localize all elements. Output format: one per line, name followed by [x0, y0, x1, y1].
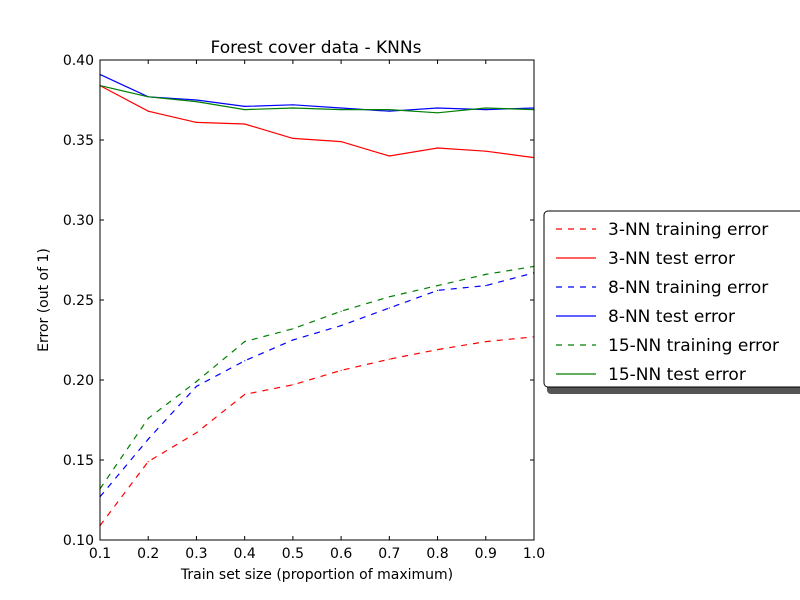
data-point-s6-5 — [292, 107, 294, 109]
x-tick-label: 0.1 — [89, 546, 111, 562]
legend-label-2: 3-NN test error — [608, 249, 735, 269]
x-tick-label: 0.5 — [282, 546, 304, 562]
legend-label-6: 15-NN test error — [608, 365, 746, 385]
data-point-s6-3 — [195, 101, 197, 103]
legend-entries: 3-NN training error 3-NN test error 8-NN t… — [556, 220, 779, 385]
data-point-s1-7 — [388, 358, 390, 360]
data-point-s3-5 — [292, 339, 294, 341]
data-point-s3-9 — [485, 285, 487, 287]
legend-box — [543, 210, 800, 388]
data-point-s1-4 — [244, 393, 246, 395]
series-line-5 — [99, 265, 535, 490]
data-point-s6-4 — [244, 109, 246, 111]
series-line-6 — [99, 85, 535, 114]
axis-ticks: 0.1 0.2 0.3 0.4 0.5 0.6 0.7 0.8 0.9 1.0 0.10 0.15 0.… — [63, 53, 545, 562]
x-tick-label: 0.4 — [234, 546, 256, 562]
data-point-s5-8 — [437, 285, 439, 287]
y-axis-title: Error (out of 1) — [36, 248, 52, 352]
data-point-s2-4 — [244, 123, 246, 125]
data-point-s5-3 — [195, 381, 197, 383]
legend-label-5: 15-NN training error — [608, 336, 779, 356]
data-point-s6-6 — [340, 109, 342, 111]
y-tick-label: 0.10 — [63, 533, 94, 549]
data-point-s5-7 — [388, 296, 390, 298]
x-axis-title: Train set size (proportion of maximum) — [180, 567, 453, 583]
data-point-s2-2 — [147, 110, 149, 112]
data-point-s4-5 — [292, 104, 294, 106]
series-line-4 — [99, 73, 535, 112]
data-point-s2-6 — [340, 141, 342, 143]
data-point-s2-3 — [195, 121, 197, 123]
data-point-s3-2 — [147, 438, 149, 440]
x-tick-label: 0.7 — [378, 546, 400, 562]
y-tick-label: 0.35 — [63, 133, 94, 149]
plot-area — [99, 73, 535, 527]
data-point-s4-6 — [340, 107, 342, 109]
data-point-s4-8 — [437, 107, 439, 109]
data-point-s1-3 — [195, 432, 197, 434]
data-point-s5-4 — [244, 341, 246, 343]
data-point-s3-3 — [195, 385, 197, 387]
data-point-s2-9 — [485, 150, 487, 152]
data-point-s4-9 — [485, 109, 487, 111]
data-point-s2-7 — [388, 155, 390, 157]
data-point-s5-6 — [340, 310, 342, 312]
legend-label-4: 8-NN test error — [608, 307, 735, 327]
data-point-s1-8 — [437, 349, 439, 351]
data-point-s1-5 — [292, 384, 294, 386]
data-point-s3-4 — [244, 360, 246, 362]
data-point-s2-8 — [437, 147, 439, 149]
y-tick-label: 0.15 — [63, 453, 94, 469]
legend-label-3: 8-NN training error — [608, 278, 768, 298]
data-point-s3-7 — [388, 307, 390, 309]
data-point-s1-2 — [147, 461, 149, 463]
x-tick-label: 0.2 — [137, 546, 159, 562]
x-tick-label: 0.3 — [185, 546, 207, 562]
data-point-s3-8 — [437, 289, 439, 291]
data-point-s6-8 — [437, 112, 439, 114]
legend-label-1: 3-NN training error — [608, 220, 768, 240]
data-point-s4-3 — [195, 99, 197, 101]
y-tick-label: 0.40 — [63, 53, 94, 69]
data-point-s6-2 — [147, 96, 149, 98]
series-line-1 — [99, 336, 535, 526]
data-point-s6-9 — [485, 107, 487, 109]
data-point-s3-6 — [340, 325, 342, 327]
legend: 3-NN training error 3-NN test error 8-NN t… — [543, 210, 800, 394]
chart-title: Forest cover data - KNNs — [211, 38, 422, 58]
data-point-s1-6 — [340, 369, 342, 371]
y-tick-label: 0.25 — [63, 293, 94, 309]
data-point-s5-2 — [147, 417, 149, 419]
series-line-2 — [99, 85, 535, 159]
x-tick-label: 0.8 — [426, 546, 448, 562]
data-point-s5-5 — [292, 328, 294, 330]
series-line-3 — [99, 272, 535, 498]
x-tick-label: 0.6 — [330, 546, 352, 562]
y-tick-label: 0.30 — [63, 213, 94, 229]
data-point-s1-9 — [485, 341, 487, 343]
data-point-s4-4 — [244, 105, 246, 107]
x-tick-label: 1.0 — [523, 546, 545, 562]
data-point-s2-5 — [292, 137, 294, 139]
data-point-s4-7 — [388, 110, 390, 112]
data-point-s6-7 — [388, 109, 390, 111]
x-tick-label: 0.9 — [475, 546, 497, 562]
data-point-s5-9 — [485, 273, 487, 275]
y-tick-label: 0.20 — [63, 373, 94, 389]
